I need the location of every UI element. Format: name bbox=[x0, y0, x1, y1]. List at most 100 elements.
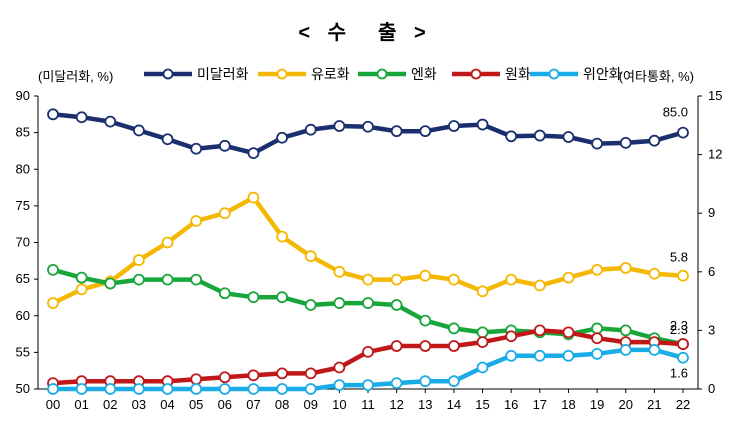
legend-marker bbox=[162, 68, 174, 80]
series-1 bbox=[47, 108, 689, 160]
data-point bbox=[362, 120, 374, 133]
x-tick-label: 14 bbox=[447, 397, 461, 412]
data-point bbox=[190, 383, 203, 395]
legend-item: 원화 bbox=[452, 66, 531, 82]
right-tick-label: 12 bbox=[708, 147, 722, 162]
end-label: 1.6 bbox=[670, 366, 688, 381]
legend-marker bbox=[470, 68, 482, 80]
x-tick-label: 20 bbox=[618, 397, 632, 412]
data-point bbox=[562, 271, 575, 284]
legend-label: 위안화 bbox=[583, 66, 622, 82]
data-point bbox=[333, 120, 346, 132]
x-tick-label: 17 bbox=[533, 397, 547, 412]
data-point bbox=[362, 345, 374, 358]
legend-item: 엔화 bbox=[358, 66, 437, 82]
data-point bbox=[448, 322, 460, 335]
data-point bbox=[419, 125, 432, 138]
data-point bbox=[362, 273, 374, 286]
data-point bbox=[390, 377, 403, 390]
right-tick-label: 0 bbox=[708, 381, 715, 396]
data-point bbox=[161, 236, 174, 249]
data-point bbox=[591, 332, 603, 345]
legend-marker bbox=[548, 68, 560, 80]
data-point bbox=[362, 297, 374, 309]
data-point bbox=[476, 361, 489, 374]
end-label: 2.3 bbox=[670, 322, 688, 337]
data-point bbox=[448, 375, 460, 388]
data-point bbox=[276, 367, 288, 380]
data-point bbox=[533, 129, 546, 142]
left-tick-label: 60 bbox=[16, 308, 30, 323]
data-point bbox=[133, 124, 145, 137]
data-point bbox=[190, 273, 203, 286]
data-point bbox=[104, 115, 117, 128]
series-line bbox=[52, 195, 684, 306]
data-point bbox=[161, 133, 174, 146]
data-point bbox=[419, 340, 432, 352]
data-point bbox=[476, 326, 489, 339]
data-point bbox=[648, 134, 661, 147]
data-point bbox=[276, 230, 288, 243]
data-point bbox=[333, 297, 346, 309]
data-point bbox=[276, 383, 288, 395]
end-label: 85.0 bbox=[663, 105, 688, 120]
data-point bbox=[591, 137, 603, 150]
data-point bbox=[47, 108, 59, 121]
left-tick-label: 75 bbox=[16, 198, 30, 213]
data-point bbox=[47, 383, 59, 395]
data-point bbox=[304, 383, 317, 395]
data-point bbox=[304, 123, 317, 136]
left-tick-label: 65 bbox=[16, 271, 30, 286]
data-point bbox=[247, 191, 260, 204]
x-tick-label: 02 bbox=[103, 397, 117, 412]
data-point bbox=[333, 379, 346, 391]
series-5 bbox=[47, 344, 689, 395]
data-point bbox=[190, 142, 203, 155]
data-point bbox=[648, 344, 661, 356]
x-tick-label: 09 bbox=[303, 397, 317, 412]
data-point bbox=[505, 330, 518, 343]
data-point bbox=[218, 287, 231, 300]
end-labels: 85.0 5.8 2.32.3 1.6 bbox=[663, 105, 688, 381]
data-point bbox=[562, 326, 575, 339]
data-point bbox=[247, 383, 260, 395]
legend-item: 위안화 bbox=[530, 66, 622, 82]
series-2 bbox=[47, 191, 689, 309]
data-point bbox=[419, 314, 432, 327]
right-tick-label: 3 bbox=[708, 322, 715, 337]
data-point bbox=[390, 299, 403, 311]
data-point bbox=[104, 383, 117, 395]
data-point bbox=[533, 324, 546, 337]
x-tick-label: 01 bbox=[74, 397, 88, 412]
x-tick-label: 15 bbox=[475, 397, 489, 412]
x-tick-label: 04 bbox=[160, 397, 174, 412]
data-point bbox=[476, 285, 489, 298]
data-point bbox=[448, 340, 460, 352]
series-line bbox=[52, 112, 684, 156]
data-point bbox=[75, 283, 88, 296]
data-point bbox=[190, 373, 203, 386]
data-point bbox=[419, 375, 432, 388]
x-tick-label: 18 bbox=[561, 397, 575, 412]
x-tick-label: 08 bbox=[275, 397, 289, 412]
left-axis-label: (미달러화, %) bbox=[38, 69, 113, 84]
data-point bbox=[133, 383, 145, 395]
data-point bbox=[190, 215, 203, 227]
right-axis-label: (여타통화, %) bbox=[619, 69, 694, 84]
data-point bbox=[390, 125, 403, 138]
data-point bbox=[304, 367, 317, 380]
data-point bbox=[505, 273, 518, 286]
data-point bbox=[533, 279, 546, 292]
data-point bbox=[333, 265, 346, 278]
data-point bbox=[448, 120, 460, 132]
data-point bbox=[161, 273, 174, 286]
data-point bbox=[304, 250, 317, 263]
data-point bbox=[677, 269, 689, 282]
data-point bbox=[104, 277, 117, 290]
end-label: 5.8 bbox=[670, 250, 688, 265]
data-point bbox=[619, 344, 632, 356]
legend-label: 원화 bbox=[505, 66, 531, 82]
x-tick-label: 13 bbox=[418, 397, 432, 412]
data-point bbox=[562, 131, 575, 143]
